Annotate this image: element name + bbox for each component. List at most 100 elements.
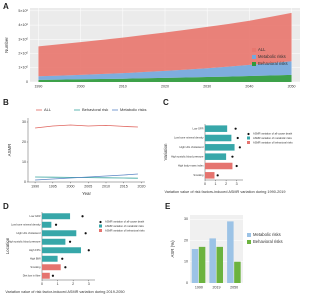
- legend-swatch: [99, 220, 102, 224]
- point: [68, 240, 72, 243]
- point: [235, 164, 238, 168]
- bar: [234, 261, 241, 283]
- y-axis-label: ASMR: [7, 144, 12, 157]
- y-tick-label: 2×10⁶: [18, 51, 28, 55]
- x-tick-label: 1990: [34, 84, 42, 88]
- x-axis-label: Year: [82, 191, 91, 196]
- legend-swatch: [252, 55, 256, 59]
- legend-swatch: [252, 62, 256, 66]
- point: [84, 232, 87, 235]
- legend-label: ASMR variation of behavioral risks: [105, 229, 145, 233]
- line: [35, 124, 138, 129]
- x-tick-label: 1: [57, 282, 59, 286]
- y-tick-label: 0: [186, 281, 188, 285]
- panel-label: D: [3, 202, 9, 211]
- x-tick-label: 2020: [161, 84, 169, 88]
- y-tick-label: Smoking: [193, 173, 204, 177]
- y-tick-label: Low GFR: [193, 126, 204, 130]
- legend-swatch: [247, 141, 250, 144]
- bar: [209, 238, 216, 283]
- legend-label: Metabolic risks: [253, 232, 281, 237]
- point: [234, 127, 237, 130]
- bar: [42, 238, 66, 245]
- line: [35, 173, 138, 181]
- legend-label: ASMR variation of behavioral risks: [253, 141, 293, 145]
- y-tick-label: 5×10⁶: [18, 9, 28, 13]
- area: [38, 61, 292, 80]
- legend-swatch: [247, 240, 251, 244]
- point: [87, 249, 90, 252]
- legend-label: Metabolic risks: [258, 54, 286, 59]
- legend-swatch: [99, 229, 102, 232]
- x-tick-label: 2030: [203, 84, 211, 88]
- x-tick-label: 1: [215, 182, 217, 186]
- panel-label: E: [165, 202, 171, 211]
- point: [64, 266, 67, 269]
- bar: [205, 134, 232, 142]
- y-tick-label: Low bone mineral density: [174, 136, 204, 140]
- x-tick-label: 2050: [288, 84, 296, 88]
- x-tick-label: 1990: [31, 184, 39, 188]
- x-tick-label: 2015: [120, 184, 128, 188]
- bar: [205, 153, 227, 160]
- y-tick-label: 4×10⁶: [18, 23, 28, 27]
- x-tick-label: 2040: [245, 84, 253, 88]
- y-tick-label: 0: [24, 180, 26, 184]
- point: [61, 257, 64, 260]
- x-tick-label: 2010: [102, 184, 110, 188]
- y-tick-label: Diet low in fiber: [23, 273, 41, 277]
- point: [231, 155, 234, 158]
- bar: [42, 230, 77, 237]
- legend-swatch: [247, 233, 251, 237]
- bar: [42, 213, 71, 220]
- legend-label: ASMR variation of metabolic risks: [253, 136, 292, 140]
- legend-label: Metabolic risks: [120, 107, 146, 112]
- y-tick-label: 3×10⁶: [18, 37, 28, 41]
- y-axis-label: Location: [5, 237, 10, 254]
- x-tick-label: 0: [204, 182, 206, 186]
- point: [238, 146, 241, 149]
- bar: [42, 264, 61, 271]
- x-tick-label: 2000: [77, 84, 85, 88]
- y-tick-label: Low bone mineral density: [11, 222, 41, 226]
- area: [38, 74, 292, 82]
- point: [236, 136, 239, 140]
- legend-label: ASMR variation of metabolic risks: [105, 224, 144, 228]
- y-axis-label: ASR (%): [170, 240, 175, 258]
- x-tick-label: 2: [72, 282, 74, 286]
- bar: [205, 144, 235, 151]
- y-tick-label: 30: [184, 217, 188, 221]
- y-tick-label: Low GFR: [30, 214, 41, 218]
- panel-label: A: [3, 2, 9, 11]
- legend-label: Behavioral risks: [253, 239, 283, 244]
- y-tick-label: 10: [184, 260, 188, 264]
- x-tick-label: 2019: [213, 285, 221, 289]
- bar: [198, 246, 206, 283]
- y-tick-label: High FPG: [29, 248, 40, 252]
- x-tick-label: 2005: [84, 184, 92, 188]
- point: [216, 174, 219, 177]
- y-tick-label: High systolic blood pressure: [8, 239, 41, 243]
- bar: [205, 125, 228, 132]
- point: [54, 223, 58, 226]
- y-tick-label: High systolic blood pressure: [171, 154, 204, 158]
- legend-label: Behavioral risks: [258, 61, 288, 66]
- y-tick-label: 20: [22, 140, 26, 144]
- bar: [42, 255, 58, 262]
- x-tick-label: 2020: [137, 184, 145, 188]
- legend-swatch: [252, 48, 256, 52]
- area: [38, 12, 292, 77]
- legend-label: Behavioral risk: [82, 107, 108, 112]
- bar: [216, 246, 224, 283]
- y-tick-label: 10: [22, 160, 26, 164]
- y-tick-label: 20: [184, 238, 188, 242]
- chart-title: Variation value of risk factors-induced …: [164, 190, 285, 194]
- chart-title: Variation value of risk factor-induced A…: [5, 290, 124, 294]
- bar: [42, 272, 50, 279]
- bar: [42, 247, 81, 254]
- x-tick-label: 3: [88, 282, 90, 286]
- y-tick-label: High body-mass index: [178, 164, 204, 168]
- x-tick-label: 3: [236, 182, 238, 186]
- line: [35, 176, 138, 179]
